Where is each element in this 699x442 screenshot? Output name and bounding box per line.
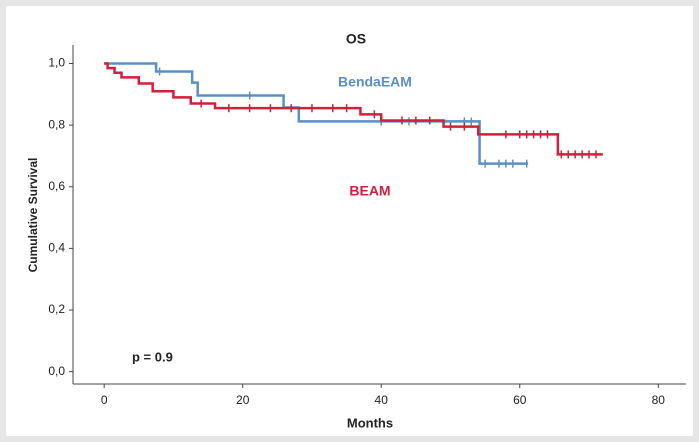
x-axis-label: Months [347,415,393,430]
survival-line [104,62,529,165]
y-tick-label: 1,0 [48,56,65,70]
chart-title: OS [346,31,366,47]
p-value: p = 0.9 [132,349,173,364]
y-tick-label: 0,0 [48,364,65,378]
y-tick-label: 0,2 [48,302,65,316]
y-axis-label: Cumulative Survival [26,158,40,273]
x-tick-label: 20 [236,393,250,407]
series-label: BendaEAM [338,74,412,90]
panel [6,6,693,436]
survival-line [104,62,603,156]
x-tick-label: 80 [652,393,666,407]
x-tick-label: 60 [513,393,527,407]
x-tick-label: 40 [375,393,389,407]
y-tick-label: 0,8 [48,117,65,131]
y-tick-label: 0,4 [48,241,65,255]
x-tick-label: 0 [101,393,108,407]
y-tick-label: 0,6 [48,179,65,193]
series-label: BEAM [349,183,390,199]
